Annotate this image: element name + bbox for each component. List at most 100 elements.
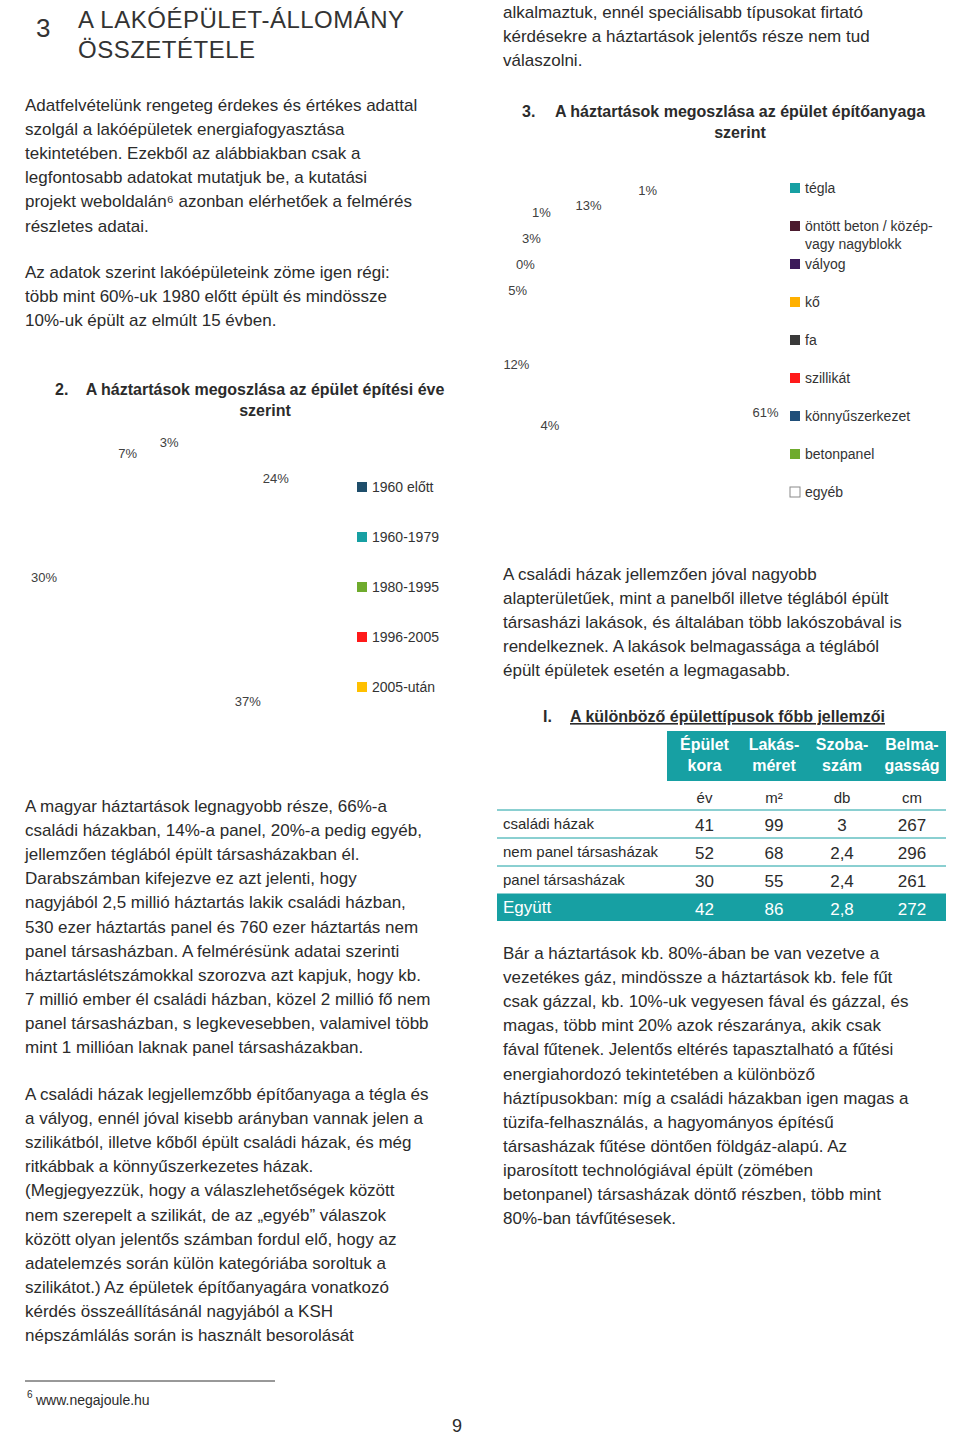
- paragraph-line: tüzifa-felhasználás, a hagyományos építé…: [503, 1113, 834, 1132]
- table: I.A különböző épülettípusok főbb jellemz…: [497, 708, 946, 921]
- chart-title: szerint: [714, 124, 766, 141]
- paragraph-line: háztartáslétszámokkal szorozva azt kapju…: [25, 966, 421, 985]
- legend-label: betonpanel: [805, 446, 874, 462]
- table-unit: db: [834, 789, 851, 806]
- data-label: 1%: [638, 183, 657, 198]
- legend-label: tégla: [805, 180, 836, 196]
- legend-swatch: [357, 532, 367, 542]
- table-cell: Együtt: [503, 898, 551, 917]
- legend-label: könnyűszerkezet: [805, 408, 910, 424]
- legend-label: kő: [805, 294, 820, 310]
- table-header-bg: [667, 731, 946, 781]
- paragraph: Az adatok szerint lakóépületeink zöme ig…: [25, 263, 390, 330]
- legend-label: fa: [805, 332, 817, 348]
- legend-item: 1960-1979: [357, 529, 439, 545]
- table-header: Szoba-: [816, 736, 868, 753]
- footnote-rule: [25, 1381, 275, 1382]
- paragraph-line: panel társasházban. A felmérésünk adatai…: [25, 942, 399, 961]
- legend-swatch: [357, 582, 367, 592]
- data-label: 37%: [235, 694, 261, 709]
- page-number: 9: [452, 1416, 462, 1436]
- paragraph-line: rendelkeznek. A lakások belmagassága a t…: [503, 637, 879, 656]
- table-cell: 2,4: [830, 872, 854, 891]
- table-header: szám: [822, 757, 862, 774]
- paragraph-line: nagyjából 2,5 millió háztartás lakik csa…: [25, 893, 406, 912]
- paragraph-line: Az adatok szerint lakóépületeink zöme ig…: [25, 263, 390, 282]
- data-label: 1%: [532, 205, 551, 220]
- legend-label: 1960-1979: [372, 529, 439, 545]
- paragraph-line: energiahordozó tekintetében a különböző: [503, 1065, 815, 1084]
- table-header: méret: [752, 757, 796, 774]
- paragraph-line: 10%-uk épült az elmúlt 15 évben.: [25, 311, 276, 330]
- paragraph-line: panel társasházban, s legkevesebben, val…: [25, 1014, 429, 1033]
- data-labels: 61%4%12%5%0%3%1%13%1%: [503, 183, 779, 434]
- paragraph-line: válaszolni.: [503, 51, 582, 70]
- legend-swatch: [357, 632, 367, 642]
- paragraph-line: A családi házak legjellemzőbb építőanyag…: [25, 1085, 429, 1104]
- paragraph-line: alapterületűek, mint a panelből illetve …: [503, 589, 889, 608]
- table-number: I.: [543, 708, 552, 725]
- page: 3A LAKÓÉPÜLET-ÁLLOMÁNYÖSSZETÉTELEAdatfel…: [0, 0, 960, 1436]
- paragraph-line: szilikátot.) Az épületek építőanyagára v…: [25, 1278, 389, 1297]
- table-header: Belma-: [885, 736, 938, 753]
- table-cell: 261: [898, 872, 926, 891]
- legend-label: 1996-2005: [372, 629, 439, 645]
- paragraph: A magyar háztartások legnagyobb része, 6…: [24, 797, 430, 1057]
- paragraph-line: 80%-ban távfűtésesek.: [503, 1209, 676, 1228]
- paragraph-line: magas, több mint 20% azok részaránya, ak…: [503, 1016, 881, 1035]
- footnote-text: www.negajoule.hu: [35, 1392, 150, 1408]
- legend-swatch: [790, 487, 800, 497]
- table-cell: 30: [695, 872, 714, 891]
- page-svg: 3A LAKÓÉPÜLET-ÁLLOMÁNYÖSSZETÉTELEAdatfel…: [0, 0, 960, 1436]
- legend-swatch: [790, 335, 800, 345]
- paragraph-line: ritkábbak a könnyűszerkezetes házak.: [25, 1157, 313, 1176]
- paragraph-line: 530 ezer háztartás panel és 760 ezer ház…: [25, 918, 418, 937]
- legend-label: öntött beton / közép-vagy nagyblokk: [805, 218, 933, 252]
- paragraph-line: Adatfelvételünk rengeteg érdekes és érté…: [25, 96, 417, 115]
- table-rule: [497, 866, 946, 867]
- data-labels: 24%37%30%7%3%: [31, 435, 289, 709]
- legend-item: betonpanel: [790, 446, 874, 462]
- data-label: 30%: [31, 570, 57, 585]
- chart-title: A háztartások megoszlása az épület építő…: [555, 103, 925, 120]
- paragraph-line: a vályog, ennél jóval kisebb arányban va…: [25, 1109, 423, 1128]
- paragraph: Bár a háztartások kb. 80%-ában be van ve…: [503, 944, 909, 1228]
- paragraph-line: kérdésekre a háztartások jelentős része …: [503, 27, 870, 46]
- data-label: 13%: [575, 198, 601, 213]
- chart-title: A háztartások megoszlása az épület építé…: [86, 381, 445, 398]
- paragraph-line: szolgál a lakóépületek energiafogyasztás…: [25, 120, 345, 139]
- legend-item: kő: [790, 294, 820, 310]
- legend-swatch: [357, 482, 367, 492]
- table-cell: 99: [765, 816, 784, 835]
- paragraph-line: adatelemzés során külön kategóriába soro…: [25, 1254, 387, 1273]
- table-cell: 267: [898, 816, 926, 835]
- legend-swatch: [790, 221, 800, 231]
- legend-label: vályog: [805, 256, 845, 272]
- paragraph-line: társasházi lakások, és általában több la…: [503, 613, 902, 632]
- paragraph-line: A magyar háztartások legnagyobb része, 6…: [25, 797, 387, 816]
- legend-swatch: [790, 373, 800, 383]
- paragraph-line: jellemzően téglából épült társasházakban…: [24, 845, 360, 864]
- paragraph-line: népszámlálás során is használt besorolás…: [25, 1326, 354, 1345]
- paragraph: Adatfelvételünk rengeteg érdekes és érté…: [25, 96, 417, 236]
- table-cell: panel társasházak: [503, 871, 625, 888]
- paragraph-line: Darabszámban kifejezve ez azt jelenti, h…: [25, 869, 357, 888]
- paragraph-line: A családi házak jellemzően jóval nagyobb: [503, 565, 817, 584]
- table-cell: 2,4: [830, 844, 854, 863]
- legend: 1960 előtt1960-19791980-19951996-2005200…: [357, 479, 439, 695]
- table-header: Épület: [680, 735, 730, 753]
- table-cell: 2,8: [830, 900, 854, 919]
- paragraph: A családi házak legjellemzőbb építőanyag…: [25, 1085, 429, 1345]
- legend-label: 1980-1995: [372, 579, 439, 595]
- legend-item: 1980-1995: [357, 579, 439, 595]
- pie-chart: 3. A háztartások megoszlása az épület épí…: [503, 103, 933, 500]
- table-cell: 42: [695, 900, 714, 919]
- table-header: kora: [688, 757, 722, 774]
- footnote: 6www.negajoule.hu: [25, 1381, 275, 1408]
- data-label: 3%: [160, 435, 179, 450]
- chart-number: 3.: [522, 103, 535, 120]
- legend-item: 1996-2005: [357, 629, 439, 645]
- paragraph-line: Bár a háztartások kb. 80%-ában be van ve…: [503, 944, 880, 963]
- table-rule: [497, 810, 946, 811]
- paragraph-line: legfontosabb adatokat mutatjuk be, a kut…: [25, 168, 367, 187]
